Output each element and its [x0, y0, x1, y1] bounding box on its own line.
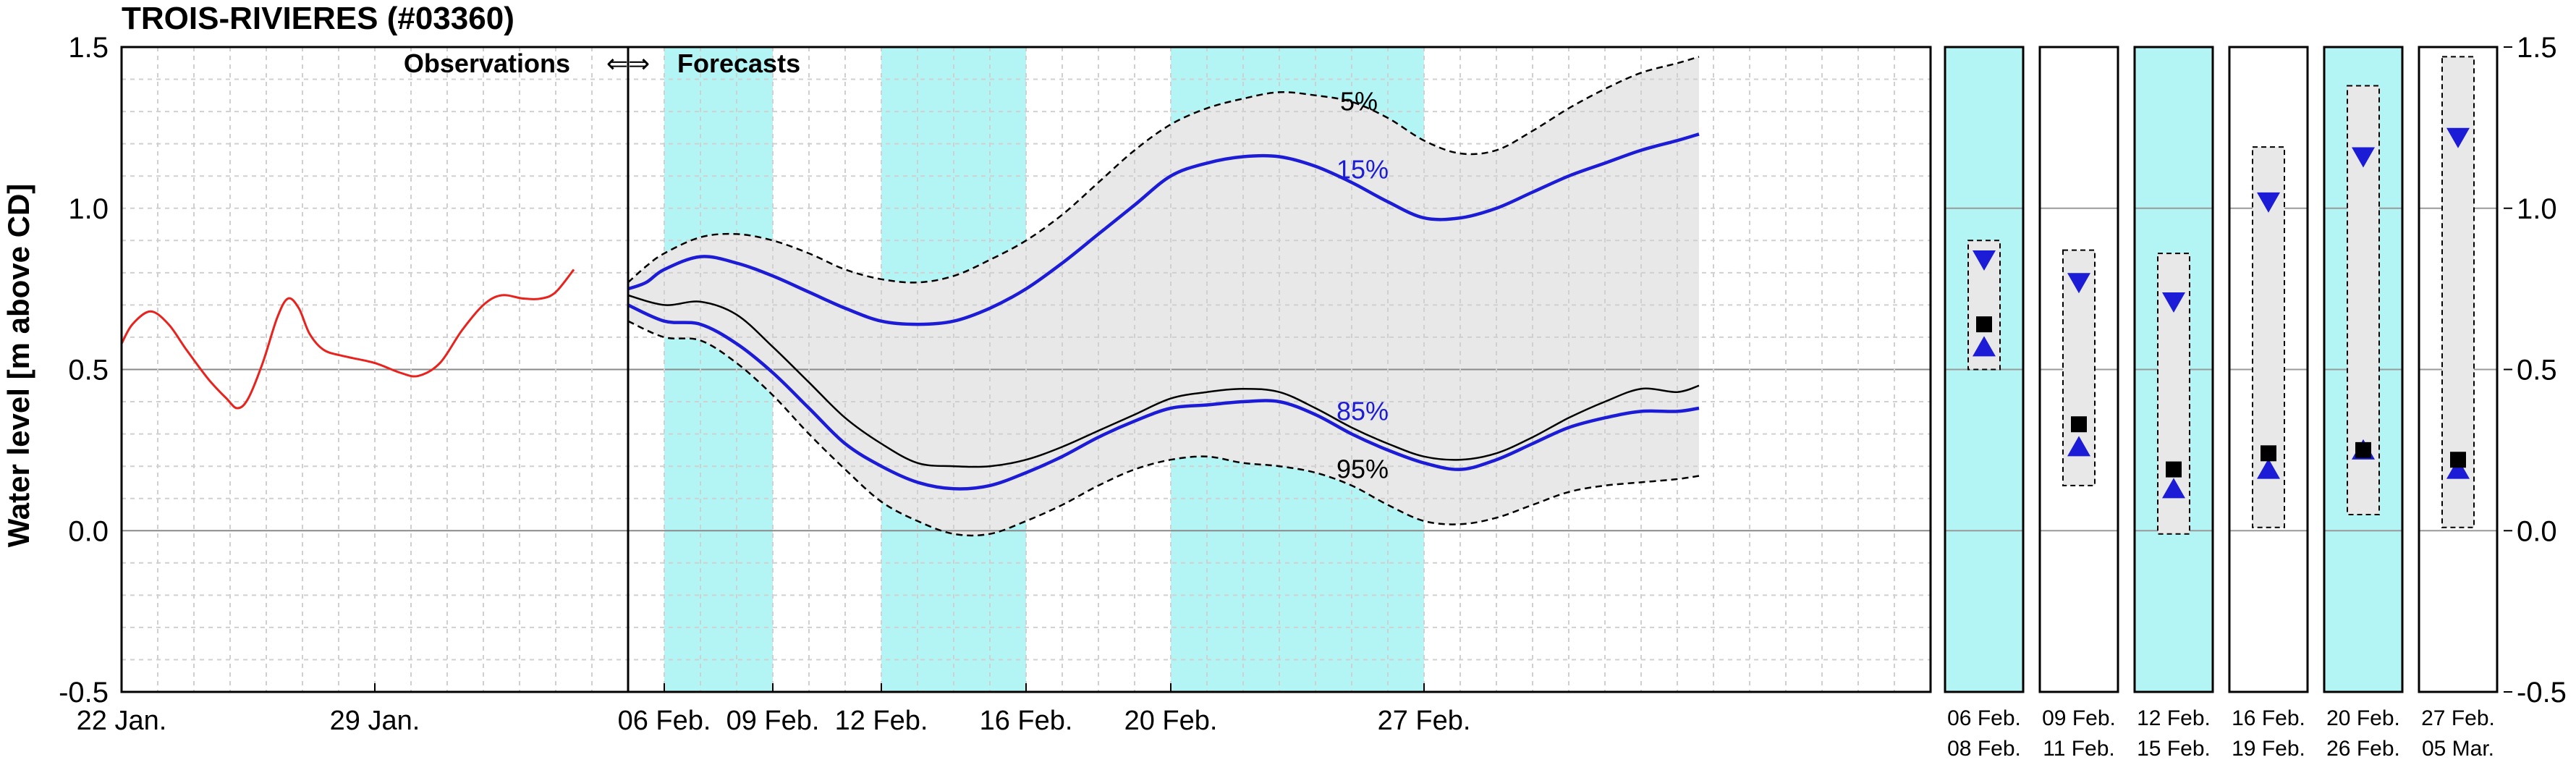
observed-series-line	[120, 269, 575, 410]
upper-percentile-triangle	[2257, 192, 2280, 213]
upper-percentile-triangle	[2352, 147, 2375, 168]
lower-percentile-triangle	[2162, 478, 2185, 499]
percentile-15-line	[627, 132, 1700, 326]
summary-panel-date-start: 06 Feb.	[1947, 706, 2021, 730]
x-tick-label: 12 Feb.	[835, 706, 928, 736]
x-tick-label: 20 Feb.	[1124, 706, 1218, 736]
y-tick-label-right: 1.0	[2517, 193, 2557, 225]
summary-panel-date-end: 26 Feb.	[2326, 737, 2400, 761]
y-tick-label-left: 1.5	[68, 32, 109, 64]
summary-panel-frame	[2228, 46, 2309, 693]
median-square	[2450, 452, 2466, 468]
summary-panel-date-start: 16 Feb.	[2232, 706, 2305, 730]
lower-percentile-triangle	[2067, 436, 2090, 457]
summary-panel-date-end: 05 Mar.	[2422, 737, 2494, 761]
observations-label: Observations	[404, 48, 570, 78]
upper-percentile-triangle	[2162, 292, 2185, 313]
percentile-5-line	[627, 56, 1700, 284]
upper-percentile-triangle	[2067, 273, 2090, 294]
summary-panel-frame	[2418, 46, 2499, 693]
lower-percentile-triangle	[1973, 336, 1996, 357]
summary-panel-frame	[2133, 46, 2214, 693]
summary-panel-frame	[1944, 46, 2025, 693]
series-label-15: 15%	[1336, 154, 1389, 184]
summary-panel-date-end: 11 Feb.	[2043, 737, 2115, 761]
upper-percentile-triangle	[2446, 127, 2470, 148]
y-axis-label: Water level [m above CD]	[1, 184, 35, 548]
summary-panel-date-start: 09 Feb.	[2042, 706, 2116, 730]
summary-panel-date-end: 19 Feb.	[2232, 737, 2305, 761]
y-tick-label-left: 1.0	[68, 193, 109, 225]
y-tick-label-left: -0.5	[59, 677, 109, 709]
series-label-85: 85%	[1336, 396, 1389, 426]
uncertainty-band	[628, 56, 1699, 536]
summary-panel-date-end: 08 Feb.	[1947, 737, 2021, 761]
summary-panel-date-start: 27 Feb.	[2421, 706, 2495, 730]
y-tick-label-right: -0.5	[2517, 677, 2567, 709]
lower-percentile-triangle	[2257, 458, 2280, 479]
series-label-95: 95%	[1336, 455, 1389, 484]
median-series-line	[627, 294, 1700, 468]
summary-panel-frame	[2038, 46, 2119, 693]
median-square	[2071, 416, 2087, 433]
forecasts-label: Forecasts	[677, 48, 800, 78]
y-tick-label-left: 0.5	[68, 355, 109, 386]
x-tick-label: 09 Feb.	[726, 706, 820, 736]
percentile-95-line	[627, 320, 1700, 537]
median-square	[2355, 441, 2371, 458]
x-tick-label: 27 Feb.	[1378, 706, 1471, 736]
summary-panel-date-start: 20 Feb.	[2326, 706, 2400, 730]
x-tick-label: 22 Jan.	[77, 706, 167, 736]
summary-panel-date-end: 15 Feb.	[2137, 737, 2211, 761]
lower-percentile-triangle	[2446, 458, 2470, 479]
median-square	[1976, 316, 1992, 333]
upper-percentile-triangle	[1973, 250, 1996, 271]
x-tick-label: 16 Feb.	[980, 706, 1073, 736]
y-tick-label-right: 0.0	[2517, 515, 2557, 547]
series-label-5: 5%	[1340, 87, 1378, 117]
median-square	[2261, 445, 2276, 462]
x-tick-label: 29 Jan.	[330, 706, 420, 736]
y-tick-label-right: 1.5	[2517, 32, 2557, 64]
x-tick-label: 06 Feb.	[618, 706, 711, 736]
chart-title: TROIS-RIVIERES (#03360)	[122, 1, 514, 36]
y-tick-label-left: 0.0	[68, 515, 109, 547]
median-square	[2166, 461, 2182, 478]
summary-panel-date-start: 12 Feb.	[2137, 706, 2211, 730]
y-tick-label-right: 0.5	[2517, 355, 2557, 386]
arrows-label: ⇐⇒	[606, 48, 650, 78]
percentile-85-line	[627, 303, 1700, 491]
summary-panel-frame	[2323, 46, 2404, 693]
